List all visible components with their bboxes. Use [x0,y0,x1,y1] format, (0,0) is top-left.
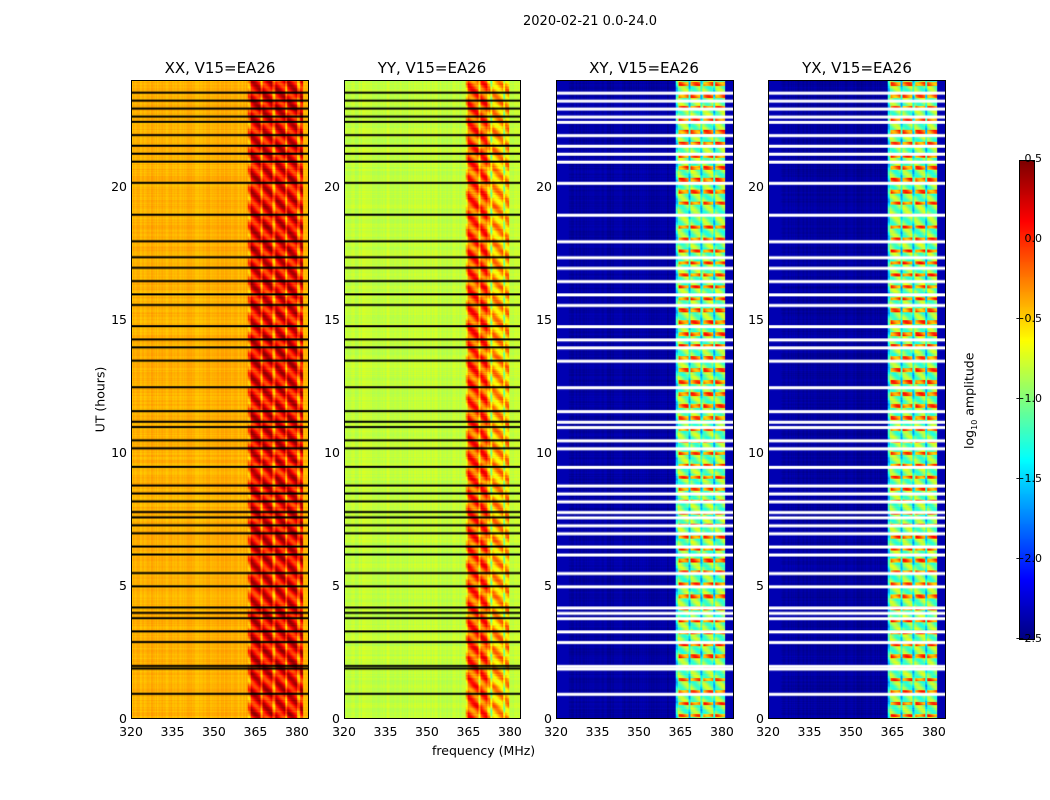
x-tick-label: 350 [202,724,226,739]
x-tick-label: 365 [456,724,481,739]
colorbar [1019,160,1035,640]
y-axis-label: UT (hours) [92,366,108,433]
x-tick-label: 365 [880,724,905,739]
colorbar-tick-label: −2.5 [1015,632,1042,645]
y-tick-label: 5 [332,577,340,593]
colorbar-label-log: log [961,429,977,449]
y-tick-label: 10 [536,444,552,460]
y-tick-label: 15 [324,311,340,327]
y-tick-label: 0 [119,711,127,726]
y-tick-label: 5 [756,577,764,593]
heatmap-xy [556,80,734,719]
heatmap-xx [131,80,309,719]
x-tick-label: 320 [756,724,780,739]
colorbar-label: log10 amplitude [961,336,979,466]
x-tick-label: 320 [119,724,143,739]
y-tick-label: 20 [748,178,764,194]
x-tick-label: 350 [415,724,439,739]
x-tick-label: 335 [160,724,185,739]
colorbar-tick-label: −0.5 [1015,312,1042,325]
y-tick-label: 5 [119,577,127,593]
x-tick-label: 320 [332,724,356,739]
y-tick-label: 20 [324,178,340,194]
heatmap-yx [768,80,946,719]
x-tick-label: 365 [668,724,693,739]
x-tick-label: 380 [498,724,522,739]
colorbar-tick-label: 0.0 [1024,232,1043,245]
x-tick-label: 350 [839,724,863,739]
colorbar-tick-label: −2.0 [1015,552,1042,565]
x-tick-label: 335 [585,724,610,739]
y-tick-label: 0 [544,711,552,726]
x-tick-label: 380 [922,724,946,739]
x-tick-label: 335 [797,724,822,739]
colorbar-tick-label: 0.5 [1024,152,1043,165]
y-tick-label: 15 [748,311,764,327]
y-tick-label: 20 [111,178,127,194]
y-tick-label: 5 [544,577,552,593]
colorbar-label-sub: 10 [969,419,979,430]
y-tick-label: 15 [111,311,127,327]
x-axis-label: frequency (MHz) [432,743,536,758]
colorbar-label-tail: amplitude [961,352,977,420]
panel-title-xy: XY, V15=EA26 [589,59,699,77]
y-tick-label: 0 [756,711,764,726]
figure-title: 2020-02-21 0.0-24.0 [523,14,657,29]
y-tick-label: 0 [332,711,340,726]
y-tick-label: 10 [324,444,340,460]
heatmap-yy [344,80,521,719]
y-tick-label: 10 [748,444,764,460]
panel-title-xx: XX, V15=EA26 [164,59,276,77]
colorbar-tick-label: −1.0 [1015,392,1042,405]
panel-title-yy: YY, V15=EA26 [377,59,487,77]
y-tick-label: 20 [536,178,552,194]
x-tick-label: 350 [627,724,651,739]
y-tick-label: 15 [536,311,552,327]
x-tick-label: 335 [373,724,398,739]
x-tick-label: 380 [285,724,309,739]
colorbar-tick-label: −1.5 [1015,472,1042,485]
y-tick-label: 10 [111,444,127,460]
x-tick-label: 380 [710,724,734,739]
x-tick-label: 365 [243,724,268,739]
x-tick-label: 320 [544,724,568,739]
panel-title-yx: YX, V15=EA26 [802,59,912,77]
